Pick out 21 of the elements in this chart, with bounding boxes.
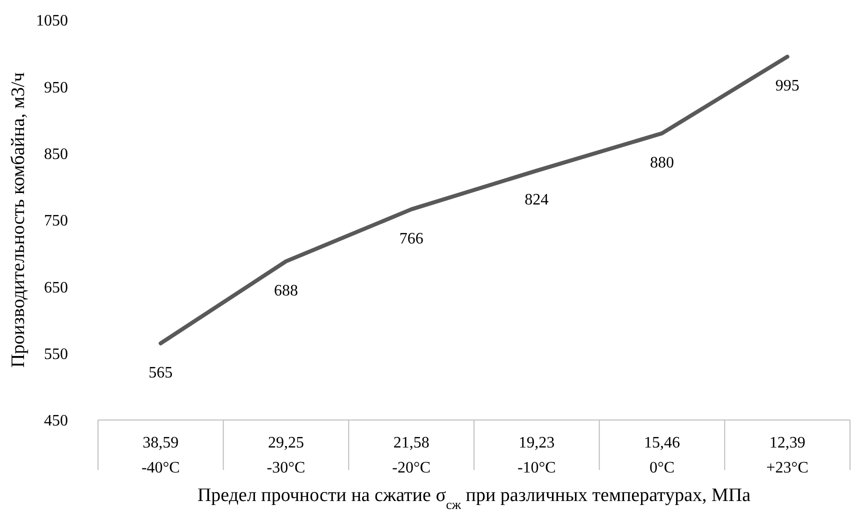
x-tick-label: 15,46 0°C — [644, 434, 680, 477]
x-tick-label: 21,58 -20°C — [392, 434, 431, 477]
data-label: 766 — [399, 230, 424, 248]
y-axis-title: Производительность комбайна, м3/ч — [8, 72, 29, 368]
data-label: 565 — [148, 364, 173, 382]
data-label: 824 — [524, 192, 549, 209]
y-tick-label: 1050 — [36, 12, 68, 30]
y-tick-label: 950 — [44, 79, 68, 96]
x-tick-label: 12,39 +23°C — [766, 434, 808, 477]
data-label: 880 — [650, 154, 674, 172]
y-tick-label: 450 — [44, 412, 68, 430]
data-label: 688 — [274, 282, 298, 300]
x-tick-label: 19,23 -10°C — [517, 434, 556, 477]
x-tick-label: 29,25 -30°C — [266, 434, 306, 477]
y-tick-label: 750 — [44, 212, 68, 230]
x-tick-label: 38,59 -40°C — [141, 434, 180, 477]
y-tick-label: 650 — [44, 279, 68, 296]
y-tick-label: 550 — [44, 346, 68, 363]
data-label: 995 — [775, 78, 800, 95]
x-axis-title: Предел прочности на сжатие σ$_{сж}$ при различных температурах, МПа — [197, 485, 752, 512]
y-tick-label: 850 — [44, 146, 68, 163]
